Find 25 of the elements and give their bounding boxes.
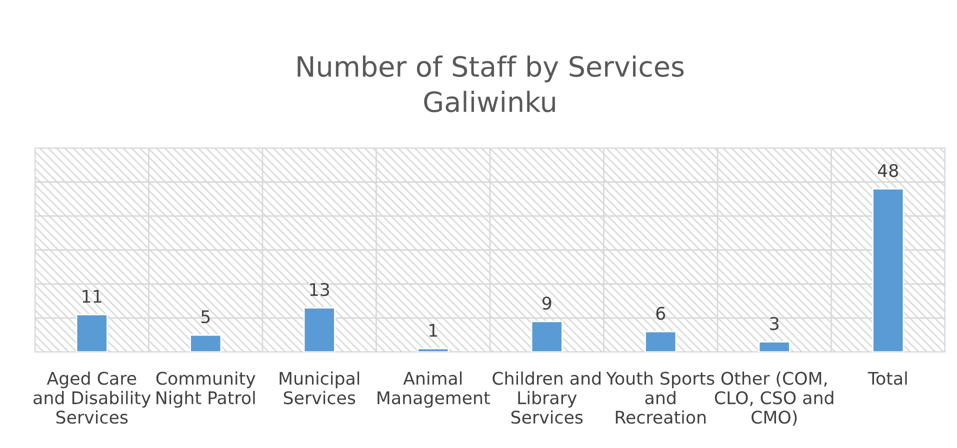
x-tick-label: Aged Care and Disability Services: [34, 371, 151, 424]
data-label: 9: [542, 296, 552, 310]
bar: [417, 348, 450, 352]
bar: [76, 314, 108, 352]
bar: [530, 320, 563, 352]
data-label: 48: [878, 164, 898, 178]
x-tick-label: Animal Management: [378, 371, 490, 408]
x-tick-label: Children and Library Services: [492, 371, 600, 424]
x-tick-label: Youth Sports and Recreation: [606, 371, 714, 424]
data-label: 1: [430, 324, 438, 337]
x-tick-label: Municipal Services: [280, 371, 360, 404]
bar: [644, 330, 677, 352]
data-label: 6: [656, 306, 666, 320]
bar: [872, 188, 904, 352]
bar: [190, 334, 222, 352]
data-label: 5: [201, 310, 210, 324]
chart-title: Number of Staff by Services Galiwinku: [298, 55, 684, 112]
data-label: 11: [82, 290, 102, 303]
data-label: 13: [310, 282, 330, 296]
data-label: 3: [770, 316, 779, 330]
x-tick-label: Total: [868, 371, 907, 385]
x-tick-label: Other (COM, CLO, CSO and CMO): [714, 371, 834, 426]
x-tick-label: Community Night Patrol: [156, 371, 256, 408]
bar: [758, 341, 790, 352]
bar: [303, 307, 336, 352]
